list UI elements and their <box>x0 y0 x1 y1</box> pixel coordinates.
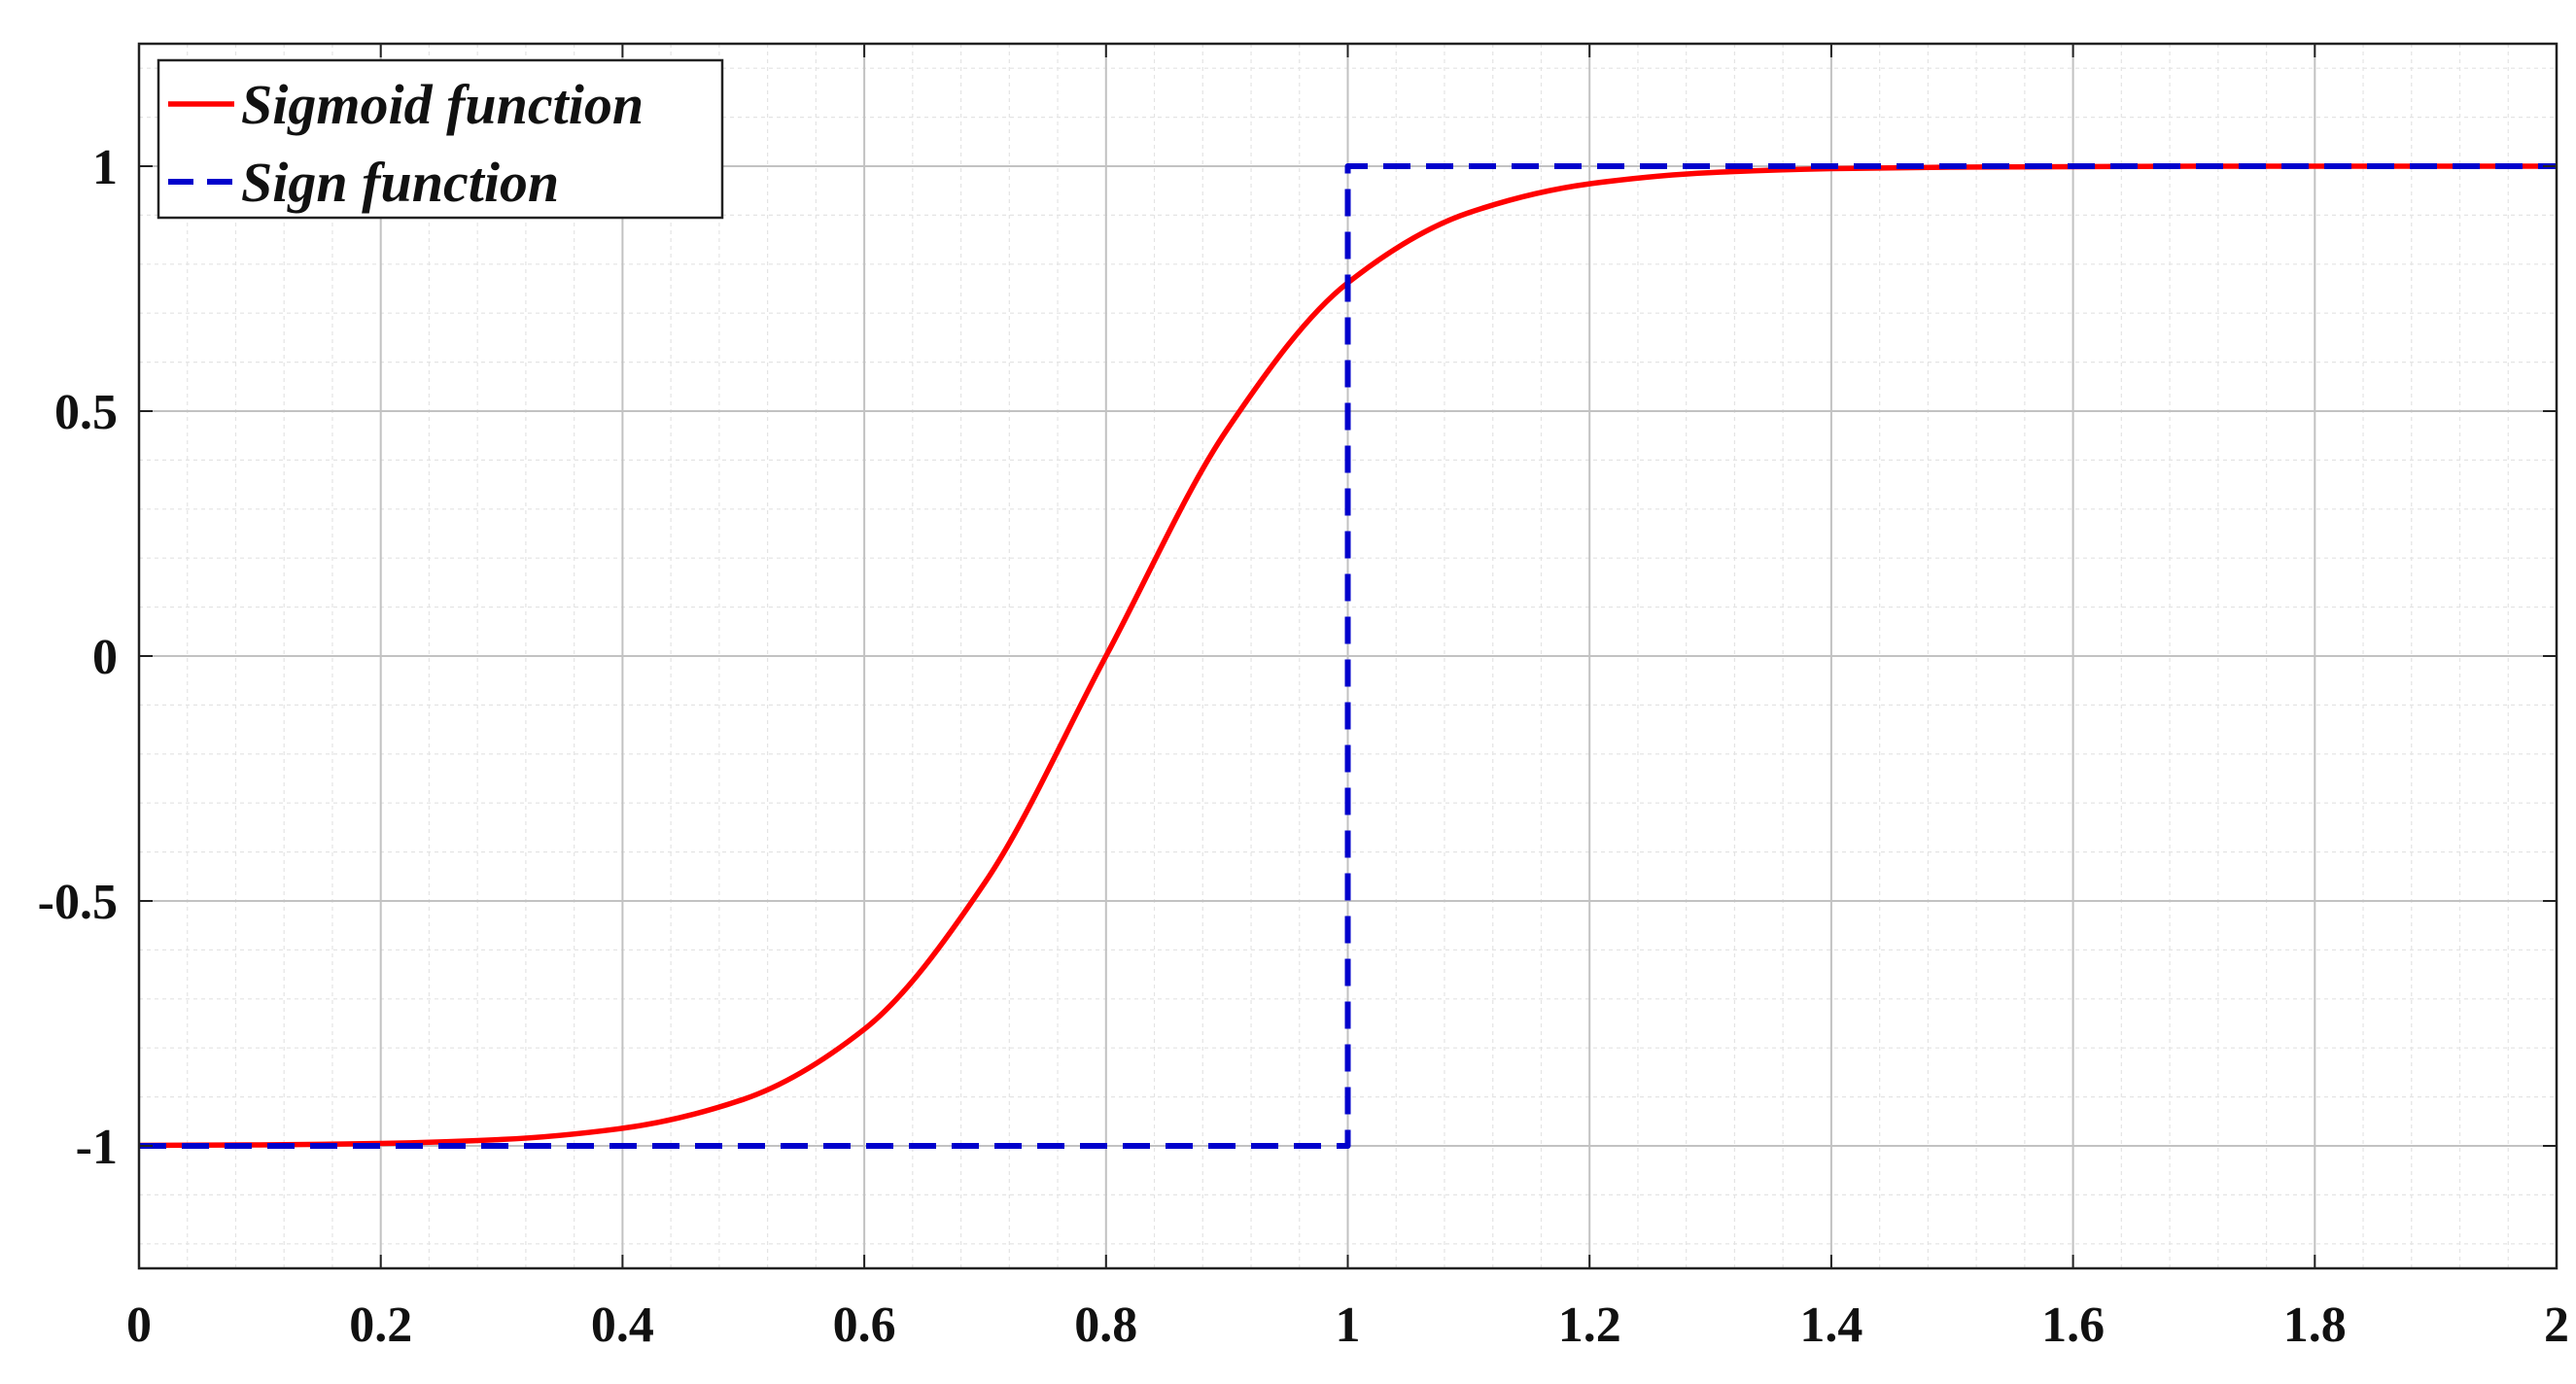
x-tick-label: 1.4 <box>1799 1298 1862 1353</box>
major-grid <box>138 44 2558 1268</box>
series-line-sign-function <box>139 163 2557 1149</box>
legend-label: Sign function <box>241 151 559 214</box>
x-tick-label: 1 <box>1336 1298 1361 1353</box>
legend-box <box>157 58 724 220</box>
axis-ticks <box>138 44 2558 1268</box>
x-tick-label: 1.2 <box>1558 1298 1621 1353</box>
y-tick-label: 1 <box>92 140 118 195</box>
x-tick-label: 1.6 <box>2041 1298 2105 1353</box>
x-tick-label: 0.6 <box>833 1298 896 1353</box>
y-tick-label: 0.5 <box>54 385 118 440</box>
x-tick-label: 0.2 <box>349 1298 412 1353</box>
x-tick-label: 0.8 <box>1074 1298 1137 1353</box>
y-tick-label: -1 <box>76 1120 118 1175</box>
y-tick-labels: -1 -0.5 0 0.5 1 <box>38 140 118 1175</box>
y-tick-label: 0 <box>92 630 118 685</box>
x-tick-label: 1.8 <box>2283 1298 2347 1353</box>
x-tick-label: 0.4 <box>591 1298 654 1353</box>
x-tick-label: 2 <box>2544 1298 2569 1353</box>
x-tick-labels: 0 0.2 0.4 0.6 0.8 1 1.2 1.4 1.6 1.8 2 <box>126 1298 2569 1353</box>
x-tick-label: 0 <box>126 1298 152 1353</box>
legend: Sigmoid function Sign function <box>157 58 724 220</box>
y-tick-label: -0.5 <box>38 875 118 930</box>
legend-label: Sigmoid function <box>241 73 644 136</box>
series-layer <box>138 163 2557 1149</box>
